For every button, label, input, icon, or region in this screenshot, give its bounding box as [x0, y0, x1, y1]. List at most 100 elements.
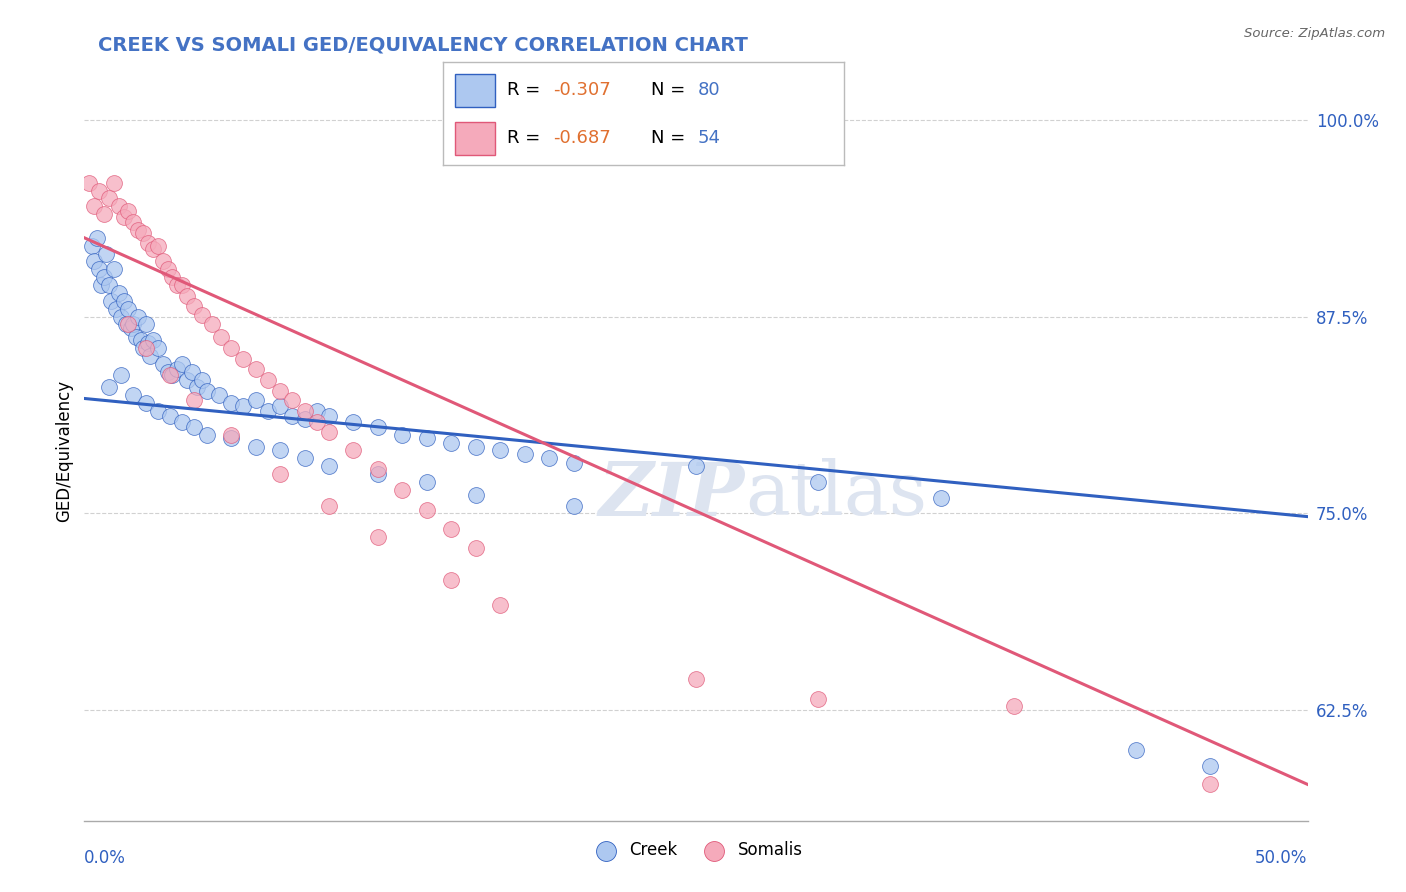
- Point: [195, 427, 218, 442]
- Point: [117, 301, 139, 316]
- Point: [269, 400, 291, 414]
- Point: [97, 278, 120, 293]
- Point: [83, 254, 105, 268]
- Point: [318, 499, 340, 513]
- Text: 80: 80: [697, 80, 720, 99]
- Text: R =: R =: [508, 80, 546, 99]
- Point: [281, 392, 304, 407]
- Point: [162, 270, 184, 285]
- Point: [416, 431, 439, 445]
- Point: [232, 352, 254, 367]
- Legend: Creek, Somalis: Creek, Somalis: [582, 834, 810, 865]
- Point: [367, 462, 389, 476]
- Point: [269, 467, 291, 481]
- Point: [208, 388, 231, 402]
- Point: [257, 404, 280, 418]
- Point: [342, 443, 364, 458]
- Point: [136, 336, 159, 351]
- Point: [159, 368, 181, 382]
- Point: [1198, 777, 1220, 791]
- Point: [294, 404, 316, 418]
- Point: [294, 451, 316, 466]
- Point: [172, 415, 194, 429]
- Point: [176, 289, 198, 303]
- Point: [685, 672, 707, 686]
- Point: [107, 199, 129, 213]
- Text: N =: N =: [651, 128, 692, 147]
- Point: [245, 361, 267, 376]
- Point: [245, 440, 267, 454]
- Point: [176, 373, 198, 387]
- Point: [115, 318, 138, 332]
- Point: [183, 420, 205, 434]
- Point: [156, 365, 179, 379]
- Point: [367, 467, 389, 481]
- Point: [117, 204, 139, 219]
- Point: [186, 380, 208, 394]
- Point: [191, 373, 214, 387]
- Point: [183, 299, 205, 313]
- Point: [367, 530, 389, 544]
- Point: [146, 341, 169, 355]
- Point: [685, 459, 707, 474]
- Point: [219, 396, 242, 410]
- Point: [513, 447, 536, 461]
- Text: 50.0%: 50.0%: [1256, 849, 1308, 867]
- Point: [83, 199, 105, 213]
- Point: [219, 427, 242, 442]
- Point: [117, 318, 139, 332]
- Point: [305, 404, 328, 418]
- Text: CREEK VS SOMALI GED/EQUIVALENCY CORRELATION CHART: CREEK VS SOMALI GED/EQUIVALENCY CORRELAT…: [98, 36, 748, 54]
- Point: [129, 333, 152, 347]
- Point: [135, 396, 157, 410]
- Point: [807, 692, 830, 706]
- Point: [318, 409, 340, 423]
- Point: [257, 373, 280, 387]
- Point: [342, 415, 364, 429]
- Point: [105, 301, 128, 316]
- Text: Source: ZipAtlas.com: Source: ZipAtlas.com: [1244, 27, 1385, 40]
- Point: [110, 310, 132, 324]
- Point: [97, 191, 120, 205]
- Point: [120, 320, 142, 334]
- Point: [142, 333, 165, 347]
- Y-axis label: GED/Equivalency: GED/Equivalency: [55, 379, 73, 522]
- Point: [232, 400, 254, 414]
- Point: [162, 368, 184, 382]
- Point: [391, 427, 413, 442]
- Point: [807, 475, 830, 489]
- Point: [112, 211, 135, 225]
- Point: [440, 573, 463, 587]
- Point: [132, 226, 155, 240]
- Bar: [456, 74, 495, 106]
- Point: [200, 318, 222, 332]
- Point: [183, 392, 205, 407]
- Point: [166, 361, 188, 376]
- Point: [181, 365, 204, 379]
- Point: [96, 246, 118, 260]
- Point: [90, 278, 112, 293]
- Point: [122, 215, 145, 229]
- Point: [125, 330, 148, 344]
- Point: [416, 475, 439, 489]
- Point: [166, 278, 188, 293]
- Point: [135, 341, 157, 355]
- Point: [562, 456, 585, 470]
- Point: [464, 487, 486, 501]
- Point: [172, 278, 194, 293]
- Point: [80, 238, 103, 252]
- Text: N =: N =: [651, 80, 692, 99]
- Point: [135, 318, 157, 332]
- Point: [489, 598, 512, 612]
- Point: [86, 231, 108, 245]
- Point: [305, 415, 328, 429]
- Point: [440, 435, 463, 450]
- Point: [440, 522, 463, 536]
- Point: [152, 254, 174, 268]
- Point: [93, 270, 115, 285]
- Point: [103, 262, 125, 277]
- Text: ZIP: ZIP: [599, 458, 745, 531]
- Text: -0.687: -0.687: [553, 128, 610, 147]
- Point: [156, 262, 179, 277]
- Point: [132, 341, 155, 355]
